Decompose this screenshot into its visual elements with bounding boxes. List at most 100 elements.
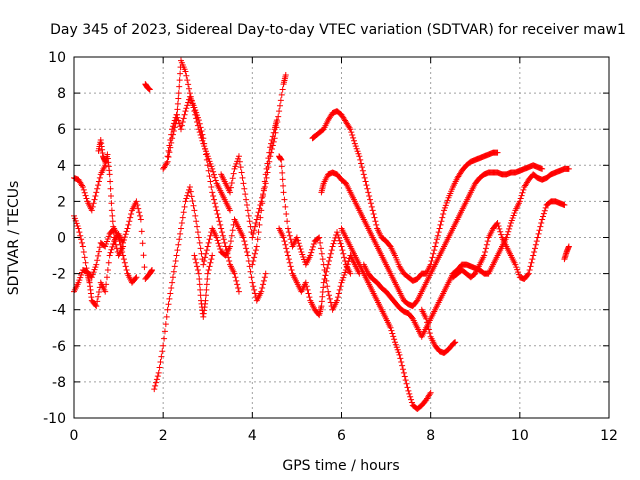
data-point: [81, 189, 88, 196]
data-point: [294, 237, 301, 244]
data-point: [205, 239, 212, 246]
data-point: [105, 233, 112, 240]
data-point: [79, 183, 86, 190]
data-point: [260, 192, 267, 199]
data-point: [103, 238, 110, 245]
data-point: [393, 344, 400, 351]
data-point: [202, 297, 209, 304]
data-point: [194, 223, 201, 230]
data-point: [204, 243, 211, 250]
data-point: [358, 160, 365, 167]
satellite-track-6: [151, 183, 269, 393]
data-point: [526, 266, 533, 273]
y-tick-label: -2: [52, 267, 66, 283]
data-point: [221, 239, 228, 246]
data-point: [169, 279, 176, 286]
data-point: [510, 212, 517, 219]
data-point: [192, 107, 199, 114]
data-point: [308, 249, 315, 256]
data-point: [316, 234, 323, 241]
data-point: [359, 164, 366, 171]
x-axis-label: GPS time / hours: [282, 458, 399, 474]
data-point: [158, 353, 165, 360]
data-point: [184, 102, 191, 109]
data-point: [178, 126, 184, 133]
data-point: [252, 290, 259, 297]
data-point: [207, 259, 214, 266]
data-point: [194, 229, 201, 236]
data-point: [121, 234, 128, 241]
data-point: [371, 214, 378, 221]
data-point: [561, 202, 568, 209]
data-point: [286, 232, 293, 239]
data-point: [541, 207, 548, 214]
y-tick-label: -4: [52, 303, 66, 319]
data-point: [366, 192, 373, 199]
data-point: [401, 373, 408, 380]
data-point: [264, 160, 271, 167]
data-point: [197, 292, 204, 299]
data-point: [260, 277, 267, 284]
data-point: [340, 274, 347, 281]
data-point: [162, 321, 169, 328]
data-point: [108, 207, 115, 214]
data-point: [231, 270, 238, 277]
data-point: [285, 252, 291, 259]
data-point: [300, 253, 307, 260]
data-point: [251, 254, 258, 261]
data-point: [103, 281, 110, 288]
data-point: [354, 148, 361, 155]
data-point: [322, 272, 329, 279]
data-point: [250, 257, 257, 264]
data-point: [205, 167, 212, 174]
data-point: [184, 77, 191, 84]
data-point: [392, 341, 399, 348]
data-point: [107, 249, 114, 256]
data-point: [73, 220, 80, 227]
data-point: [482, 245, 489, 252]
data-point: [177, 230, 184, 237]
data-point: [319, 256, 326, 263]
data-point: [80, 186, 87, 193]
data-point: [428, 257, 435, 264]
data-point: [367, 196, 374, 203]
data-point: [357, 156, 364, 163]
data-point: [257, 214, 264, 221]
data-point: [334, 231, 341, 238]
data-point: [426, 330, 433, 337]
data-point: [342, 266, 349, 273]
data-point: [180, 115, 187, 122]
data-point: [202, 146, 209, 153]
data-point: [285, 229, 292, 236]
data-point: [303, 283, 310, 290]
data-point: [243, 245, 250, 252]
data-point: [107, 178, 114, 185]
data-point: [208, 256, 215, 263]
data-point: [326, 254, 333, 261]
data-point: [406, 390, 413, 397]
data-point: [244, 252, 251, 259]
data-point: [540, 210, 547, 217]
satellite-track-9: [191, 252, 216, 320]
data-point: [276, 102, 283, 109]
data-point: [279, 169, 286, 176]
data-point: [183, 72, 190, 79]
data-point: [280, 182, 287, 189]
data-point: [164, 158, 171, 165]
x-tick-label: 2: [159, 428, 168, 444]
data-point: [132, 275, 139, 282]
data-point: [106, 252, 113, 259]
data-point: [407, 393, 414, 400]
data-point: [494, 220, 501, 227]
data-point: [174, 100, 181, 107]
data-point: [168, 285, 175, 292]
data-point: [203, 150, 210, 157]
data-point: [206, 236, 213, 243]
data-point: [181, 111, 188, 118]
data-point: [163, 313, 170, 320]
data-point: [95, 252, 102, 259]
data-point: [82, 259, 89, 266]
data-point: [339, 247, 346, 254]
data-point: [542, 204, 549, 211]
